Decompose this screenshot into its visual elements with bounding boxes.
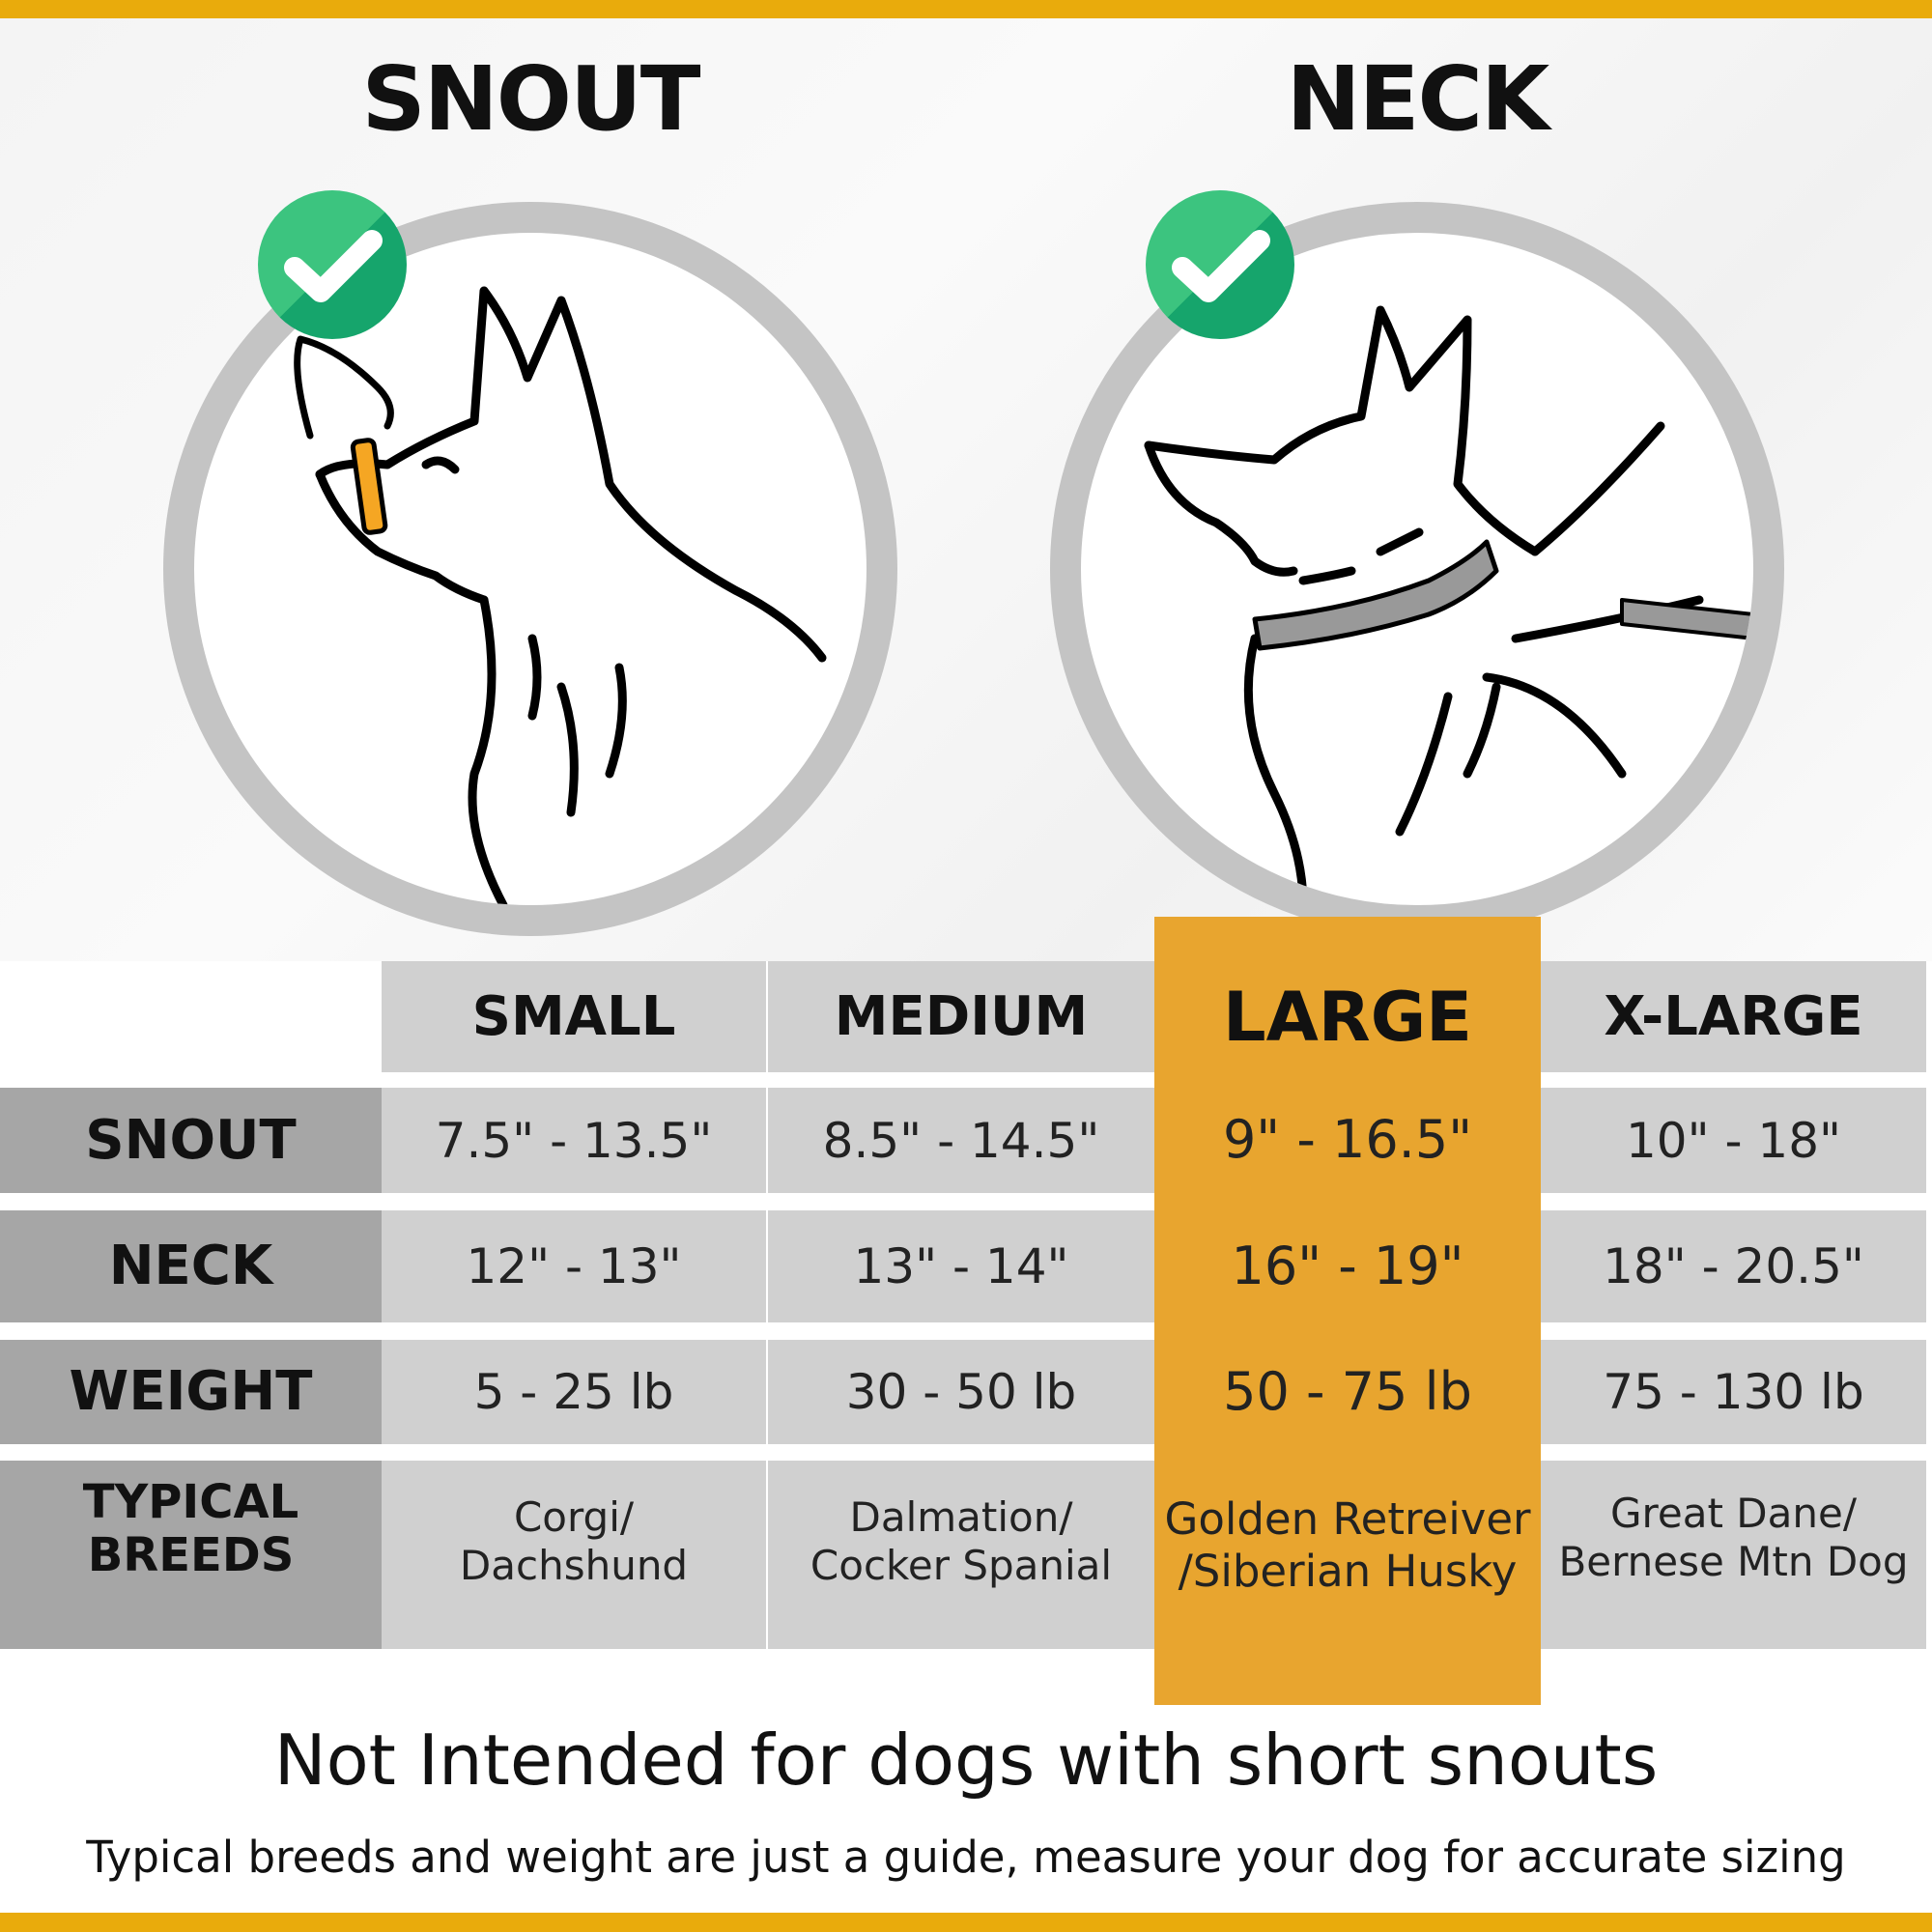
sizing-disclaimer: Typical breeds and weight are just a gui… xyxy=(86,1832,1846,1883)
table-cell: 7.5" - 13.5" xyxy=(382,1088,766,1193)
checkmark-circle-icon xyxy=(1146,190,1294,339)
column-header-large: LARGE xyxy=(1154,961,1541,1072)
table-cell: Golden Retreiver /Siberian Husky xyxy=(1154,1461,1541,1649)
table-cell: 12" - 13" xyxy=(382,1210,766,1322)
row-label-weight: WEIGHT xyxy=(0,1340,382,1444)
top-accent-bar xyxy=(0,0,1932,18)
table-cell: 75 - 130 lb xyxy=(1541,1340,1926,1444)
neck-title: NECK xyxy=(1286,47,1550,151)
row-label-typical-breeds: TYPICAL BREEDS xyxy=(0,1461,382,1649)
table-cell: 16" - 19" xyxy=(1154,1210,1541,1322)
table-cell: 8.5" - 14.5" xyxy=(768,1088,1154,1193)
row-label-snout: SNOUT xyxy=(0,1088,382,1193)
table-cell: 9" - 16.5" xyxy=(1154,1088,1541,1193)
row-label-neck: NECK xyxy=(0,1210,382,1322)
table-cell: 18" - 20.5" xyxy=(1541,1210,1926,1322)
column-header-small: SMALL xyxy=(382,961,766,1072)
snout-title: SNOUT xyxy=(361,47,701,151)
table-cell: Corgi/ Dachshund xyxy=(382,1461,766,1649)
checkmark-circle-icon xyxy=(258,190,407,339)
dog-snout-drawing xyxy=(294,286,827,905)
short-snout-warning: Not Intended for dogs with short snouts xyxy=(273,1719,1659,1801)
neck-measure-illustration xyxy=(1050,202,1784,936)
table-cell: 30 - 50 lb xyxy=(768,1340,1154,1444)
table-cell: 10" - 18" xyxy=(1541,1088,1926,1193)
table-cell: 50 - 75 lb xyxy=(1154,1340,1541,1444)
dog-neck-drawing xyxy=(1144,305,1753,905)
bottom-accent-bar xyxy=(0,1913,1932,1932)
table-cell: Great Dane/ Bernese Mtn Dog xyxy=(1541,1461,1926,1649)
column-header-medium: MEDIUM xyxy=(768,961,1154,1072)
table-cell: 13" - 14" xyxy=(768,1210,1154,1322)
table-cell: Dalmation/ Cocker Spanial xyxy=(768,1461,1154,1649)
measurement-illustrations: SNOUT NECK xyxy=(0,18,1932,961)
column-header-xlarge: X-LARGE xyxy=(1541,961,1926,1072)
table-cell: 5 - 25 lb xyxy=(382,1340,766,1444)
